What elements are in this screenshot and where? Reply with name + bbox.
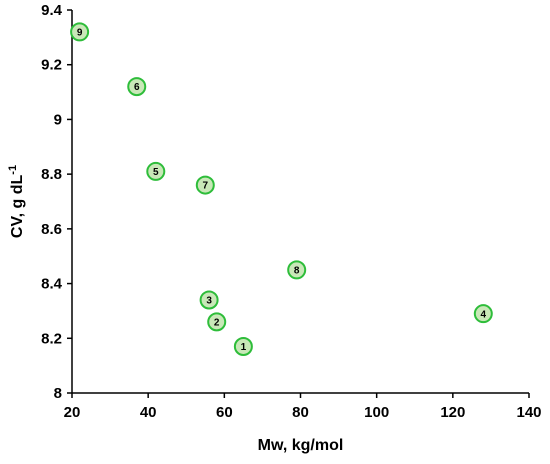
x-tick-label: 60 bbox=[216, 404, 233, 421]
y-axis-title-main: CV, g dL bbox=[9, 174, 26, 238]
y-tick-label: 9.2 bbox=[41, 57, 62, 74]
point-label: 5 bbox=[153, 167, 159, 178]
point-label: 4 bbox=[481, 309, 487, 320]
y-tick-label: 9 bbox=[54, 111, 62, 128]
data-point: 1 bbox=[233, 336, 253, 356]
x-tick-label: 100 bbox=[364, 404, 389, 421]
point-marker bbox=[199, 290, 219, 310]
y-tick-label: 9.4 bbox=[41, 2, 63, 19]
data-point: 3 bbox=[199, 290, 219, 310]
point-marker bbox=[473, 304, 493, 324]
data-point: 4 bbox=[473, 304, 493, 324]
y-tick-label: 8.8 bbox=[41, 166, 62, 183]
y-tick-label: 8 bbox=[54, 385, 62, 402]
x-tick-label: 120 bbox=[440, 404, 465, 421]
x-tick-label: 20 bbox=[64, 404, 81, 421]
y-tick-label: 8.2 bbox=[41, 330, 62, 347]
point-label: 8 bbox=[294, 265, 300, 276]
x-axis-ticks: 20 40 60 80 100 120 140 bbox=[64, 393, 542, 421]
y-axis-title: CV, g dL-1 bbox=[7, 165, 26, 238]
point-marker bbox=[195, 175, 215, 195]
point-marker bbox=[127, 77, 147, 97]
y-tick-label: 8.4 bbox=[41, 276, 63, 293]
x-tick-label: 40 bbox=[140, 404, 157, 421]
point-label: 7 bbox=[203, 181, 209, 192]
data-point: 8 bbox=[287, 260, 307, 280]
x-tick-label: 140 bbox=[516, 404, 541, 421]
data-point: 9 bbox=[70, 22, 90, 42]
y-axis-title-superscript: -1 bbox=[7, 165, 19, 175]
x-tick-label: 80 bbox=[292, 404, 309, 421]
point-label: 2 bbox=[214, 317, 220, 328]
point-marker bbox=[146, 161, 166, 181]
y-tick-label: 8.6 bbox=[41, 221, 62, 238]
point-marker bbox=[70, 22, 90, 42]
point-marker bbox=[287, 260, 307, 280]
data-point: 6 bbox=[127, 77, 147, 97]
data-point: 7 bbox=[195, 175, 215, 195]
point-label: 3 bbox=[206, 296, 212, 307]
data-point: 2 bbox=[207, 312, 227, 332]
point-label: 1 bbox=[241, 342, 247, 353]
point-marker bbox=[233, 336, 253, 356]
axes bbox=[71, 10, 529, 394]
point-marker bbox=[207, 312, 227, 332]
x-axis-title: Mw, kg/mol bbox=[258, 437, 344, 454]
point-label: 9 bbox=[77, 27, 83, 38]
data-point: 5 bbox=[146, 161, 166, 181]
y-axis-ticks: 8 8.2 8.4 8.6 8.8 9 9.2 9.4 bbox=[41, 2, 72, 402]
point-label: 6 bbox=[134, 82, 140, 93]
